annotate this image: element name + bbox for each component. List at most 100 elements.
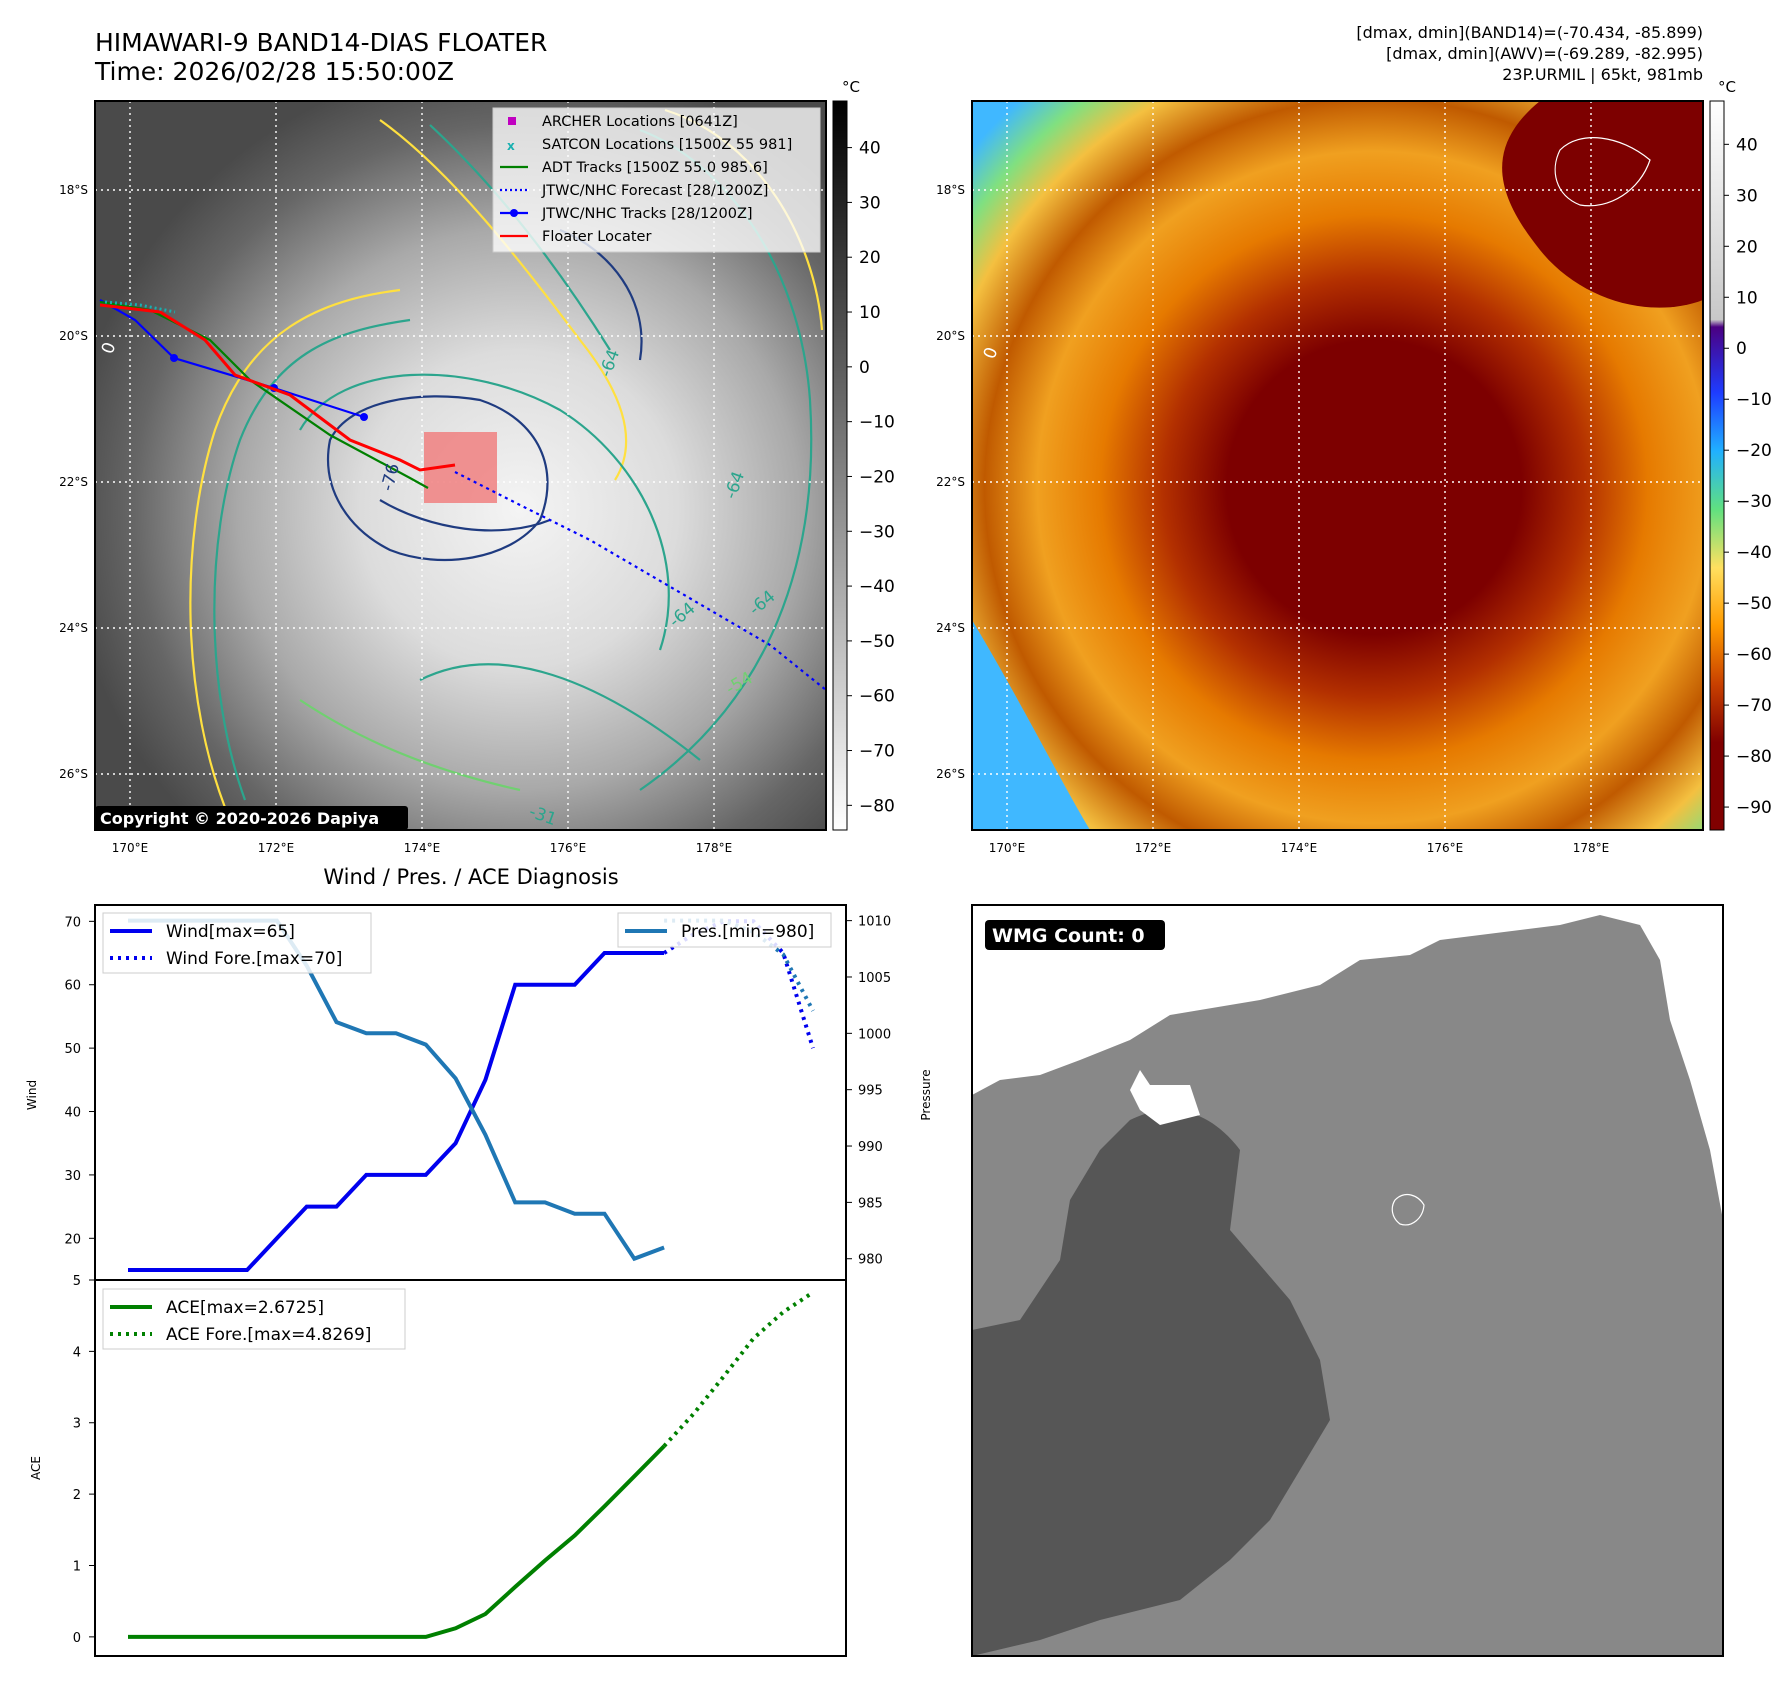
map2-lon-176: 176°E [1427,841,1464,855]
satcon-marker: x [507,139,515,153]
map1-lat-20: 20°S [59,329,88,343]
gray-colorbar-unit: °C [842,78,860,96]
legend-tracks: JTWC/NHC Tracks [28/1200Z] [541,206,753,222]
copyright: Copyright © 2020-2026 Dapiya [100,809,379,828]
clear-sky-region [972,620,1090,830]
pressure-ytick-label: 1005 [858,971,891,986]
stats-line-2: [dmax, dmin](AWV)=(-69.289, -82.995) [1386,44,1703,63]
wmg-count-box [985,920,1165,950]
wind-ytick-label: 40 [64,1106,81,1121]
wmg-white-patch [1130,1070,1200,1125]
gray-colorbar-tick-label: −20 [859,467,895,487]
forecast-track [454,471,826,691]
pressure-ytick-label: 980 [858,1253,883,1268]
map1-lon-178: 178°E [696,841,733,855]
color-colorbar-tick-label: 0 [1736,339,1747,359]
ace-ytick-label: 4 [73,1345,81,1360]
ace-series-0 [128,1444,666,1639]
map2-lon-174: 174°E [1281,841,1318,855]
map2-lat-22: 22°S [936,475,965,489]
ir-map-panel: 0 -76 -64 -64 -64 -64 -54 -31 ARCHER Loc… [59,100,827,855]
stats-line-1: [dmax, dmin](BAND14)=(-70.434, -85.899) [1356,23,1703,42]
ace-ytick-label: 1 [73,1559,81,1574]
map2-lat-24: 24°S [936,621,965,635]
legend-forecast: JTWC/NHC Forecast [28/1200Z] [541,183,768,199]
map2-lat-18: 18°S [936,183,965,197]
map2-lon-178: 178°E [1573,841,1610,855]
map2-lat-26: 26°S [936,767,965,781]
wind-ytick-label: 30 [64,1169,81,1184]
color-colorbar-tick-label: 40 [1736,135,1758,155]
ace-ytick-label: 0 [73,1631,81,1646]
pressure-axis-label: Pressure [919,1069,933,1120]
map1-lon-176: 176°E [550,841,587,855]
ace-axis-label: ACE [29,1456,43,1480]
color-colorbar: °C 40 30 20 10 0 −10 −20 −30 −40 −50 −60 −70 −80 −90 [1709,78,1772,831]
gray-colorbar: °C 40 30 20 10 0 −10 −20 −30 −40 −50 −60 −70 −80 [832,78,895,831]
copyright-box [95,806,408,830]
color-colorbar-tick-label: 30 [1736,186,1758,206]
wmg-count-label: WMG Count: 0 [992,925,1145,947]
wind-pressure-chart: 20 30 40 50 60 70 980 985 990 995 1000 1005 1010 Wi… [25,904,933,1281]
gray-colorbar-tick-label: −80 [859,796,895,816]
legend-ace-fore: ACE Fore.[max=4.8269] [166,1325,371,1345]
gray-colorbar-tick-label: −30 [859,522,895,542]
wind-axis-label: Wind [25,1080,39,1110]
wind-ytick-label: 60 [64,979,81,994]
gray-colorbar-tick-label: 30 [859,193,881,213]
gray-colorbar-tick-label: 40 [859,139,881,159]
map2-axis-labels: 18°S 20°S 22°S 24°S 26°S 170°E 172°E 174… [936,183,1609,855]
map2-frame [971,100,1704,831]
ace-chart: 0 1 2 3 4 5 ACE ACE[max=2.6725] ACE Fore.[max… [29,1274,847,1657]
map2-lon-170: 170°E [989,841,1026,855]
satcon-track [104,300,176,314]
figure-time: Time: 2026/02/28 15:50:00Z [94,57,454,86]
wind-ytick-label: 50 [64,1042,81,1057]
wmg-panel: WMG Count: 0 [971,904,1724,1657]
color-colorbar-tick-label: 20 [1736,237,1758,257]
map1-lon-172: 172°E [258,841,295,855]
map2-lon-172: 172°E [1135,841,1172,855]
legend-wind: Wind[max=65] [166,922,295,942]
gray-colorbar-tick-label: 20 [859,248,881,268]
ace-ytick-label: 3 [73,1417,81,1432]
floater-locater-track [99,303,456,472]
color-colorbar-tick-label: −40 [1736,543,1772,563]
color-colorbar-tick-label: −30 [1736,492,1772,512]
color-colorbar-tick-label: −60 [1736,645,1772,665]
ace-series-1 [662,1290,815,1448]
color-colorbar-tick-label: −10 [1736,390,1772,410]
wmg-dark-gray [972,1110,1330,1656]
legend-wind-fore: Wind Fore.[max=70] [166,949,342,969]
color-colorbar-tick-label: 10 [1736,288,1758,308]
pressure-ytick-label: 985 [858,1196,883,1211]
legend-adt: ADT Tracks [1500Z 55.0 985.6] [542,160,768,176]
pressure-ytick-label: 1010 [858,915,891,930]
wmg-island-outline [1391,1193,1425,1226]
gray-colorbar-tick-label: −70 [859,742,895,762]
diagnosis-title: Wind / Pres. / ACE Diagnosis [323,865,618,889]
legend-archer: ARCHER Locations [0641Z] [542,114,738,130]
gray-colorbar-tick-label: −50 [859,632,895,652]
gray-colorbar-tick-label: 0 [859,358,870,378]
map1-lat-24: 24°S [59,621,88,635]
map1-gridlines [95,101,826,830]
gray-colorbar-tick-label: −10 [859,413,895,433]
map1-lon-174: 174°E [404,841,441,855]
ace-ytick-label: 5 [73,1274,81,1289]
archer-marker [508,117,516,125]
enhanced-ir-map-panel: 0 18°S 20°S 22°S 24°S 26°S 170°E 172°E 1… [936,100,1704,855]
legend-locater: Floater Locater [542,229,651,245]
legend-ace: ACE[max=2.6725] [166,1298,324,1318]
island-outline [1554,137,1651,207]
wmg-frame [971,904,1724,1657]
map1-lat-22: 22°S [59,475,88,489]
map-legend: ARCHER Locations [0641Z] x SATCON Locati… [492,107,821,253]
map2-gridlines [972,101,1703,830]
legend-satcon: SATCON Locations [1500Z 55 981] [542,137,792,153]
wind-series-0 [128,951,665,1272]
pressure-ytick-label: 995 [858,1084,883,1099]
tracks-legend-dot [510,209,518,217]
wind-ytick-label: 20 [64,1232,81,1247]
wind-legend: Wind[max=65] Wind Fore.[max=70] [102,912,372,974]
